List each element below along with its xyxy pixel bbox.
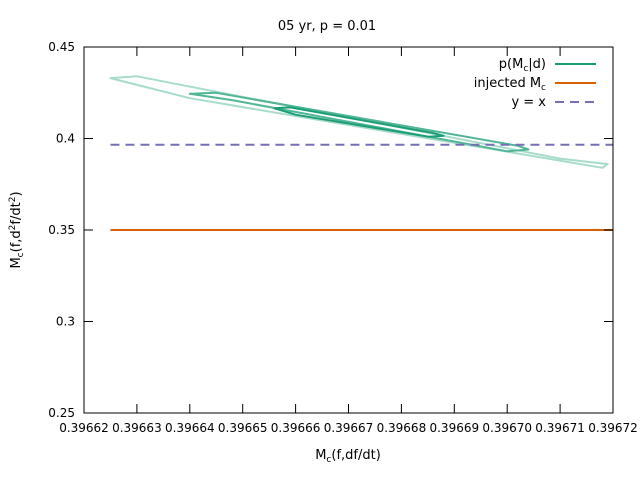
y-axis-title-sub: c <box>16 252 26 257</box>
x-tick-label: 0.39667 <box>324 421 374 435</box>
legend-label: p(Mc|d) <box>499 57 546 74</box>
x-tick-label: 0.39664 <box>165 421 215 435</box>
y-tick-label: 0.25 <box>48 406 75 420</box>
y-axis-title-rest2: f/dt <box>9 202 24 224</box>
x-tick-label: 0.39668 <box>377 421 427 435</box>
x-tick-label: 0.39665 <box>218 421 268 435</box>
y-tick-label: 0.3 <box>56 315 75 329</box>
legend: p(Mc|d) injected Mc y = x <box>474 57 596 110</box>
chart-title: 05 yr, p = 0.01 <box>278 19 376 34</box>
x-tick-label: 0.39666 <box>271 421 321 435</box>
x-tick-label: 0.39669 <box>429 421 479 435</box>
x-axis-title-sub: c <box>326 455 331 465</box>
x-axis-title-rest: (f,df/dt) <box>331 448 380 463</box>
x-axis: 0.39662 0.39663 0.39664 0.39665 0.39666 0.396… <box>59 47 638 435</box>
y-tick-label: 0.45 <box>48 40 75 54</box>
y-axis: 0.25 0.3 0.35 0.4 0.45 <box>48 40 613 420</box>
y-axis-title-rest1: (f,d <box>9 230 24 252</box>
x-tick-label: 0.39671 <box>535 421 585 435</box>
y-axis-title-rest3: ) <box>9 191 24 196</box>
x-axis-title: Mc(f,df/dt) <box>315 448 381 465</box>
y-axis-title-sup2: 2 <box>8 197 18 203</box>
posterior-contour <box>188 91 530 153</box>
x-tick-label: 0.39670 <box>482 421 532 435</box>
y-axis-title: Mc(f,d2f/dt2) <box>8 191 26 268</box>
posterior-contour <box>273 106 445 138</box>
y-axis-title-base: M <box>9 257 24 268</box>
series-layer <box>109 75 613 231</box>
x-tick-label: 0.39672 <box>588 421 638 435</box>
posterior-contour <box>109 75 609 169</box>
legend-label: y = x <box>511 95 546 110</box>
x-tick-label: 0.39663 <box>112 421 162 435</box>
x-tick-label: 0.39662 <box>59 421 109 435</box>
y-tick-label: 0.35 <box>48 223 75 237</box>
x-axis-title-base: M <box>315 448 326 463</box>
legend-label: injected Mc <box>474 76 546 93</box>
y-tick-label: 0.4 <box>56 132 75 146</box>
y-axis-title-sup1: 2 <box>8 225 18 231</box>
